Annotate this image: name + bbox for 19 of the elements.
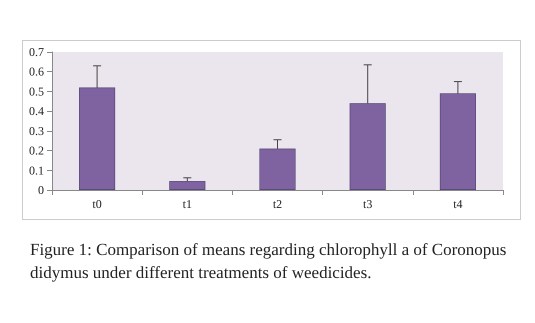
y-tick-label: 0.5 [29, 84, 44, 98]
y-tick-label: 0.6 [29, 64, 44, 79]
bar [350, 103, 386, 190]
y-tick-label: 0.3 [29, 124, 44, 138]
y-tick-label: 0.1 [29, 163, 44, 178]
text: Figure 1: Comparison of means regarding chlorophyll a of Coronopus didymus under different treatments of weedicides. [30, 239, 508, 284]
bar [440, 93, 476, 190]
y-tick-label: 0 [38, 183, 44, 197]
x-tick-label: t4 [453, 197, 463, 211]
x-tick-label: t3 [363, 197, 372, 211]
x-tick-label: t0 [92, 197, 102, 211]
x-tick-label: t2 [272, 197, 282, 211]
y-tick-label: 0.4 [29, 104, 44, 118]
y-tick-label: 0.2 [29, 144, 44, 158]
bar [259, 148, 296, 190]
bar [169, 181, 206, 190]
x-tick-label: t1 [182, 197, 192, 211]
y-tick-label: 0.7 [29, 45, 44, 59]
bar [79, 87, 116, 190]
